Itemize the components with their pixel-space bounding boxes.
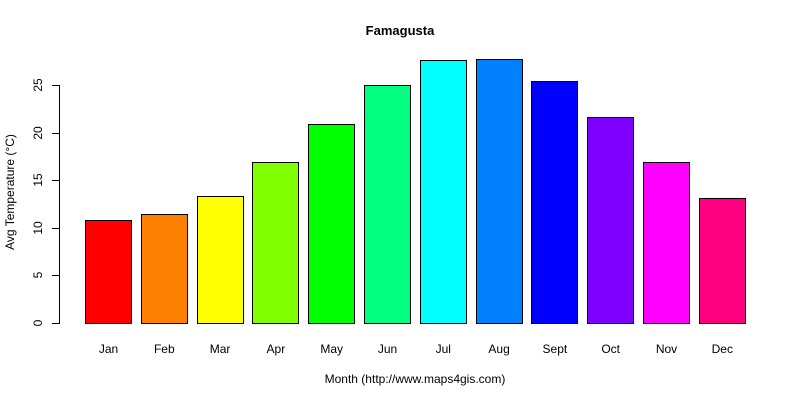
bar-may (308, 124, 356, 324)
x-tick-label: May (320, 342, 344, 356)
bar-jul (419, 60, 467, 324)
x-tick-label: Sept (542, 342, 568, 356)
bar-jan (85, 220, 132, 324)
x-tick-label: Oct (601, 342, 621, 356)
bar-sept (531, 81, 579, 324)
y-tick-mark (52, 227, 59, 229)
bar-jun (364, 85, 411, 324)
y-tick-label: 20 (31, 125, 45, 140)
x-tick-label: Dec (711, 342, 733, 356)
bar-apr (252, 162, 300, 324)
bar-dec (698, 198, 746, 324)
x-tick-label: Apr (266, 342, 286, 356)
bar-mar (196, 196, 244, 324)
y-tick-mark (52, 275, 59, 277)
y-tick-mark (52, 323, 59, 324)
y-tick-mark (52, 132, 59, 134)
x-tick-label: Aug (488, 342, 510, 356)
x-tick-label: Jan (98, 342, 119, 356)
x-tick-label: Mar (209, 342, 231, 356)
x-tick-label: Nov (655, 342, 678, 356)
chart-title: Famagusta (365, 23, 435, 38)
y-tick-mark (52, 180, 59, 182)
x-axis-label: Month (http://www.maps4gis.com) (324, 372, 506, 386)
y-tick-label: 15 (31, 173, 45, 187)
y-tick-label: 5 (31, 272, 45, 279)
x-tick-label: Jun (377, 342, 398, 356)
bar-feb (140, 214, 188, 324)
bar-oct (587, 117, 635, 324)
x-tick-label: Feb (153, 342, 175, 356)
y-tick-mark (52, 85, 59, 86)
y-axis-line (59, 85, 60, 324)
x-tick-label: Jul (435, 342, 451, 356)
bar-nov (643, 162, 690, 324)
y-axis-label: Avg Temperature (°C) (3, 134, 17, 250)
y-tick-label: 10 (31, 221, 45, 235)
y-tick-label: 0 (31, 319, 45, 327)
bar-aug (475, 59, 523, 324)
y-tick-label: 25 (31, 78, 45, 92)
